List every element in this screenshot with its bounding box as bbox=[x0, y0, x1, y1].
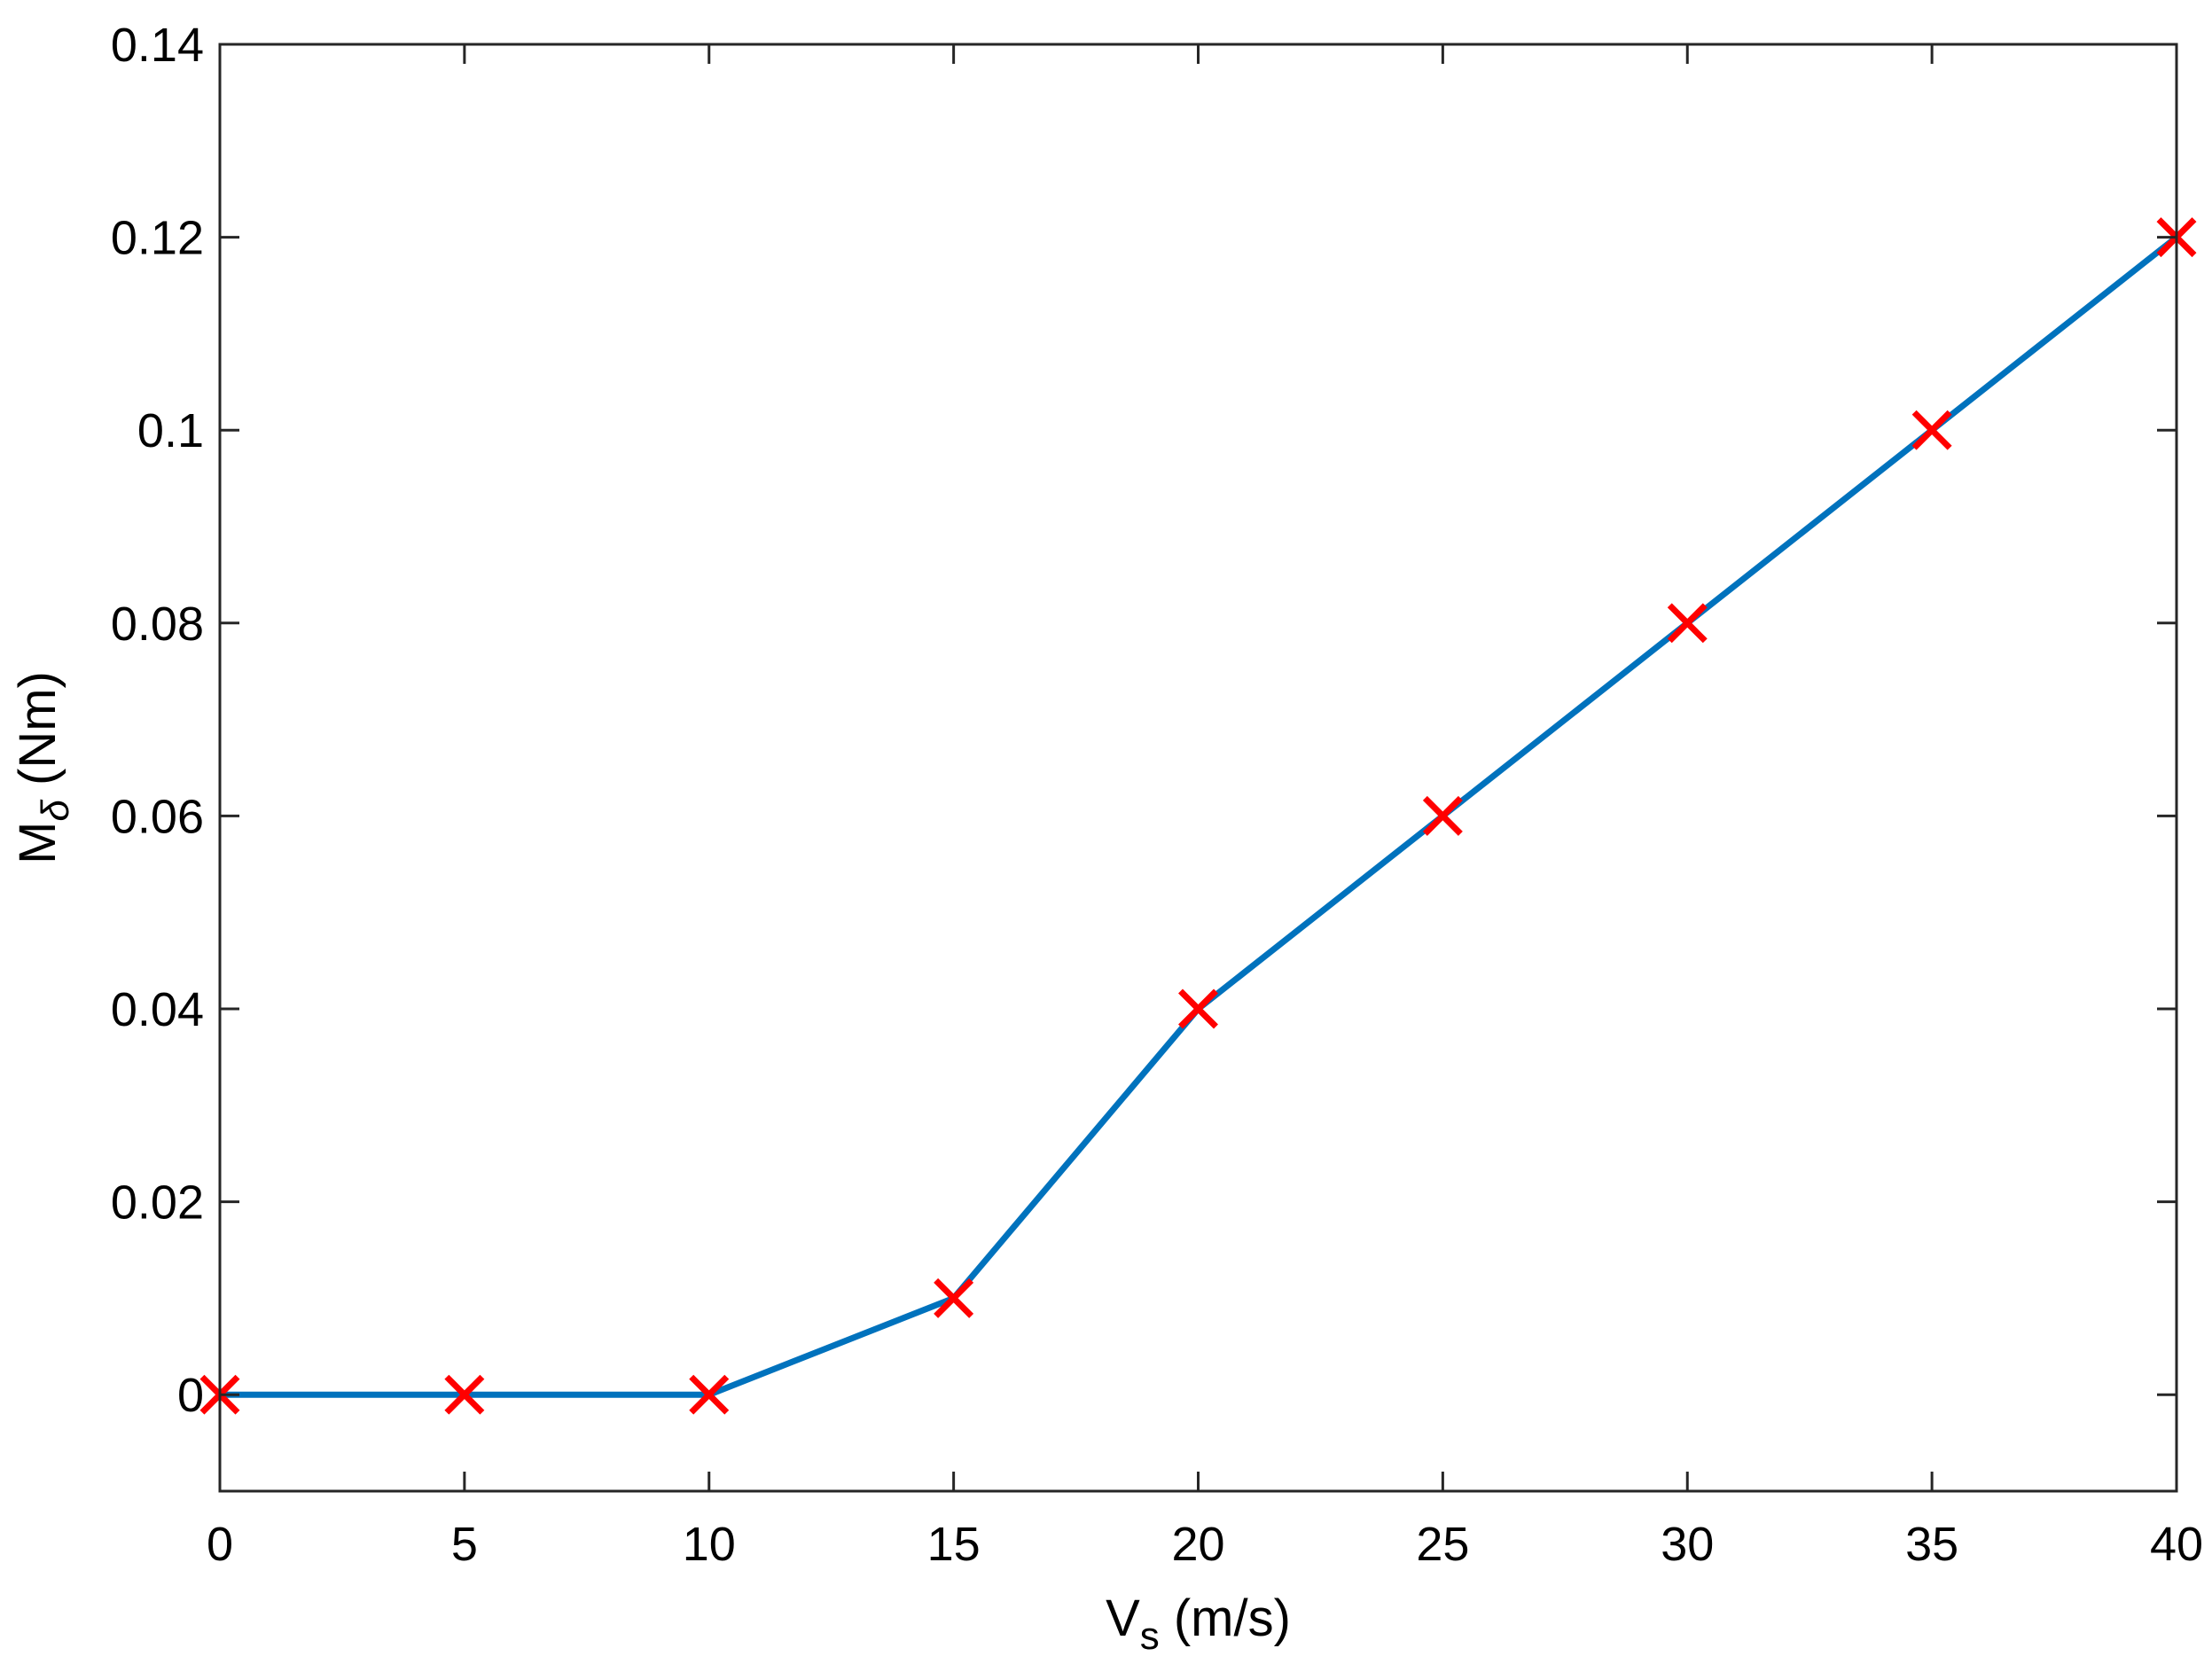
y-axis-label-unit: (Nm) bbox=[9, 671, 66, 800]
y-tick-label: 0.08 bbox=[111, 598, 204, 651]
marker-stroke bbox=[1911, 410, 1952, 450]
axes: 0 5 10 15 20 25 30 35 40 0 0.02 0.04 0.06 0.08 0.1 0.12… bbox=[111, 19, 2203, 1571]
x-tick-label: 35 bbox=[1905, 1518, 1958, 1571]
y-axis-label-subscript: δ bbox=[34, 800, 77, 822]
y-tick-label: 0 bbox=[177, 1369, 204, 1422]
data-point-marker bbox=[1178, 988, 1218, 1029]
x-axis-label: Vs (m/s) bbox=[1106, 1590, 1291, 1658]
data-point-marker bbox=[1667, 603, 1708, 644]
plot-area bbox=[199, 217, 2197, 1415]
x-tick-label: 5 bbox=[451, 1518, 478, 1571]
series-line bbox=[220, 234, 2179, 1398]
x-tick-label: 25 bbox=[1416, 1518, 1469, 1571]
marker-stroke bbox=[1178, 988, 1218, 1029]
y-tick-label: 0.14 bbox=[111, 19, 204, 72]
data-point-marker bbox=[1422, 795, 1463, 836]
data-point-marker bbox=[934, 1277, 974, 1318]
x-axis-label-main: V bbox=[1106, 1590, 1140, 1647]
x-tick-label: 40 bbox=[2150, 1518, 2203, 1571]
x-tick-label: 15 bbox=[927, 1518, 981, 1571]
y-tick-label: 0.06 bbox=[111, 790, 204, 843]
x-tick-label: 10 bbox=[683, 1518, 736, 1571]
marker-stroke bbox=[1422, 795, 1463, 836]
marker-stroke bbox=[444, 1374, 485, 1415]
x-axis-label-unit: (m/s) bbox=[1160, 1590, 1291, 1647]
x-tick-label: 20 bbox=[1171, 1518, 1224, 1571]
data-point-marker bbox=[1911, 410, 1952, 450]
y-tick-label: 0.1 bbox=[137, 404, 204, 457]
y-axis-label-main: M bbox=[9, 822, 66, 864]
y-tick-label: 0.04 bbox=[111, 983, 204, 1036]
marker-stroke bbox=[1667, 603, 1708, 644]
data-point-marker bbox=[444, 1374, 485, 1415]
axes-box bbox=[218, 43, 2178, 1493]
y-tick-label: 0.12 bbox=[111, 212, 204, 265]
x-tick-label: 0 bbox=[207, 1518, 233, 1571]
x-tick-label: 30 bbox=[1661, 1518, 1714, 1571]
marker-stroke bbox=[689, 1374, 730, 1415]
data-point-marker bbox=[689, 1374, 730, 1415]
y-tick-label: 0.02 bbox=[111, 1176, 204, 1230]
x-axis-label-subscript: s bbox=[1140, 1614, 1160, 1658]
marker-stroke bbox=[934, 1277, 974, 1318]
y-axis-label: Mδ (Nm) bbox=[9, 671, 77, 864]
